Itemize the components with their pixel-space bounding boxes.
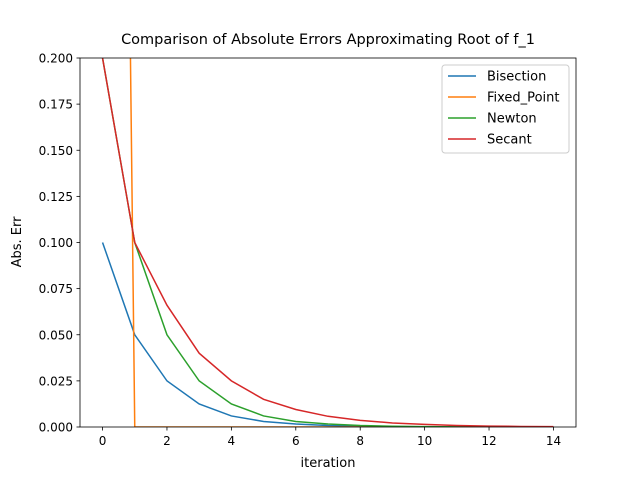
series-line: [101, 58, 554, 427]
series-line: [129, 58, 554, 427]
legend-label: Bisection: [487, 70, 546, 85]
y-tick-label: 0.175: [39, 98, 73, 112]
x-tick-label: 4: [228, 434, 236, 448]
y-tick-label: 0.050: [39, 328, 73, 342]
y-axis-label: Abs. Err: [10, 216, 25, 268]
x-tick-label: 2: [163, 434, 171, 448]
x-tick-label: 8: [356, 434, 364, 448]
y-tick-label: 0.150: [39, 144, 73, 158]
x-tick-label: 12: [481, 434, 496, 448]
plot-area: [101, 58, 554, 427]
legend-box: [441, 64, 570, 154]
chart-title: Comparison of Absolute Errors Approximat…: [121, 32, 535, 48]
legend-label: Newton: [487, 112, 537, 127]
x-tick-label: 0: [99, 434, 107, 448]
legend-label: Fixed_Point: [487, 91, 559, 106]
y-tick-label: 0.100: [39, 236, 73, 250]
y-tick-label: 0.075: [39, 282, 73, 296]
axes-frame: [79, 57, 577, 428]
legend-label: Secant: [487, 133, 532, 148]
legend: Bisection Fixed_Point Newton Secant: [441, 64, 570, 154]
series-line: [101, 242, 554, 427]
x-axis-label: iteration: [301, 456, 356, 471]
y-tick-label: 0.000: [39, 421, 73, 435]
x-tick-label: 14: [546, 434, 561, 448]
x-tick-label: 6: [292, 434, 300, 448]
y-tick-label: 0.025: [39, 374, 73, 388]
y-tick-label: 0.125: [39, 190, 73, 204]
x-tick-label: 10: [417, 434, 432, 448]
y-tick-label: 0.200: [39, 52, 73, 66]
